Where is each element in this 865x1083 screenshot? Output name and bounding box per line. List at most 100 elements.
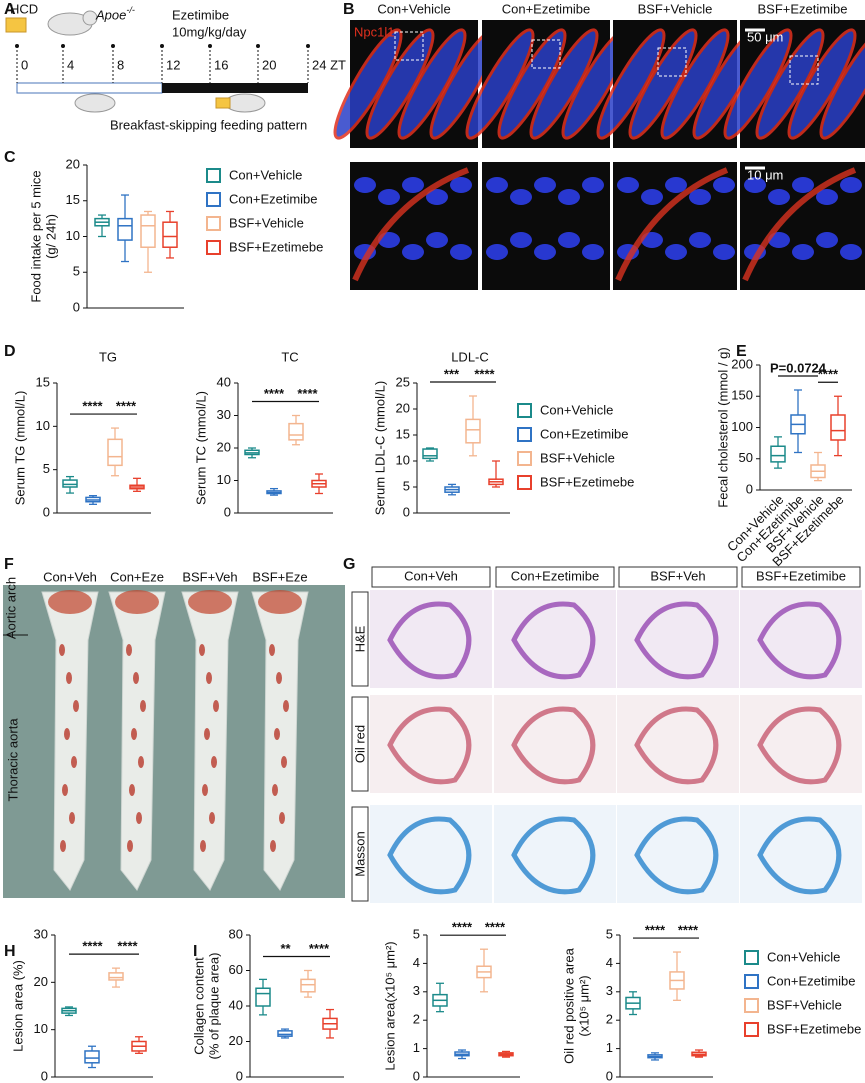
villus bbox=[723, 28, 793, 140]
column-label: Con+Ezetimibe bbox=[502, 1, 591, 16]
box bbox=[108, 972, 124, 981]
drug-label: Ezetimibe bbox=[172, 7, 229, 22]
lesion-spot bbox=[281, 756, 287, 768]
villus bbox=[660, 28, 730, 140]
y-tick-label: 1 bbox=[606, 1040, 613, 1055]
lesion-spot bbox=[60, 840, 66, 852]
villus bbox=[628, 28, 698, 140]
y-tick-label: 0 bbox=[73, 299, 80, 314]
sig-label: **** bbox=[645, 922, 666, 937]
y-tick-label: 20 bbox=[217, 439, 231, 454]
nucleus bbox=[713, 177, 735, 193]
panel-letter: E bbox=[736, 343, 747, 360]
sig-label: P=0.0724 bbox=[770, 360, 827, 375]
y-tick-label: 20 bbox=[66, 156, 80, 171]
strain-sup: -/- bbox=[126, 5, 135, 15]
sig-label: **** bbox=[485, 920, 506, 935]
nucleus bbox=[378, 189, 400, 205]
scale-label: 10 μm bbox=[747, 167, 783, 182]
box bbox=[288, 422, 304, 441]
box bbox=[422, 448, 438, 460]
y-tick-label: 5 bbox=[73, 264, 80, 279]
panel-letter: G bbox=[343, 556, 355, 573]
nucleus bbox=[582, 177, 604, 193]
lesion-spot bbox=[204, 728, 210, 740]
panel-letter: C bbox=[4, 149, 16, 166]
legend-label: BSF+Ezetimebe bbox=[767, 1021, 861, 1036]
legend-label: BSF+Ezetimebe bbox=[540, 474, 634, 489]
y-tick-label: 0 bbox=[413, 1068, 420, 1083]
time-label: 24 ZT bbox=[312, 57, 346, 72]
box bbox=[84, 1050, 100, 1064]
column-label: Con+Veh bbox=[404, 568, 458, 583]
box bbox=[107, 438, 123, 467]
lesion-spot bbox=[64, 728, 70, 740]
legend-swatch bbox=[206, 240, 221, 255]
panel-letter: F bbox=[4, 556, 14, 573]
sig-label: **** bbox=[116, 399, 137, 414]
lesion-spot bbox=[209, 812, 215, 824]
row-box bbox=[351, 696, 369, 792]
box bbox=[255, 987, 271, 1007]
y-axis-label: Oil red positive area bbox=[561, 947, 576, 1063]
y-tick-label: 3 bbox=[606, 983, 613, 998]
nucleus bbox=[713, 244, 735, 260]
lesion-spot bbox=[140, 700, 146, 712]
nucleus bbox=[689, 189, 711, 205]
sig-label: **** bbox=[264, 386, 285, 401]
box bbox=[770, 445, 786, 463]
y-tick-label: 1 bbox=[413, 1040, 420, 1055]
lesion-spot bbox=[133, 672, 139, 684]
y-tick-label: 0 bbox=[403, 504, 410, 519]
time-label: 0 bbox=[21, 57, 28, 72]
sig-label: **** bbox=[117, 939, 138, 954]
nucleus bbox=[768, 189, 790, 205]
sig-label: **** bbox=[82, 939, 103, 954]
lesion-spot bbox=[127, 840, 133, 852]
column-box bbox=[741, 566, 861, 588]
box bbox=[162, 221, 178, 248]
nucleus bbox=[510, 232, 532, 248]
lesion-spot bbox=[126, 644, 132, 656]
legend-label: Con+Ezetimibe bbox=[540, 426, 629, 441]
y-tick-label: 5 bbox=[43, 461, 50, 476]
sig-label: **** bbox=[82, 399, 103, 414]
time-label: 16 bbox=[214, 57, 228, 72]
lesion-spot bbox=[211, 756, 217, 768]
lesion-spot bbox=[272, 784, 278, 796]
lesion-spot bbox=[69, 812, 75, 824]
column-label: Con+Vehicle bbox=[377, 1, 450, 16]
aorta bbox=[251, 591, 309, 891]
vessel-wall bbox=[511, 706, 596, 785]
panel-letter: I bbox=[193, 943, 197, 960]
y-axis-label: Lesion area(x10⁵ μm²) bbox=[382, 941, 397, 1070]
y-tick-label: 10 bbox=[217, 472, 231, 487]
nucleus bbox=[744, 177, 766, 193]
y-axis-label: (x10⁵ μm²) bbox=[576, 975, 591, 1036]
y-tick-label: 20 bbox=[34, 974, 48, 989]
chart-title: TC bbox=[281, 349, 298, 364]
panel-letter: A bbox=[4, 1, 16, 18]
aorta bbox=[108, 591, 166, 891]
mouse bbox=[224, 93, 266, 113]
y-tick-label: 40 bbox=[217, 374, 231, 389]
legend-swatch bbox=[206, 168, 221, 183]
villus bbox=[365, 28, 435, 140]
y-tick-label: 4 bbox=[606, 955, 613, 970]
y-tick-label: 10 bbox=[34, 1021, 48, 1036]
nucleus bbox=[426, 232, 448, 248]
legend-swatch bbox=[744, 950, 759, 965]
y-axis-label: Serum LDL-C (mmol/L) bbox=[372, 381, 387, 515]
legend-label: Con+Vehicle bbox=[767, 949, 840, 964]
nucleus bbox=[486, 177, 508, 193]
y-axis-label: Fecal cholesterol (mmol / g) bbox=[715, 347, 730, 507]
lesion-spot bbox=[269, 644, 275, 656]
scale-label: 50 μm bbox=[747, 29, 783, 44]
villus bbox=[529, 28, 599, 140]
sig-label: **** bbox=[678, 922, 699, 937]
box bbox=[117, 217, 133, 241]
legend-swatch bbox=[517, 475, 532, 490]
legend-label: Con+Vehicle bbox=[540, 402, 613, 417]
villus bbox=[397, 28, 467, 140]
vessel-wall bbox=[387, 816, 472, 895]
